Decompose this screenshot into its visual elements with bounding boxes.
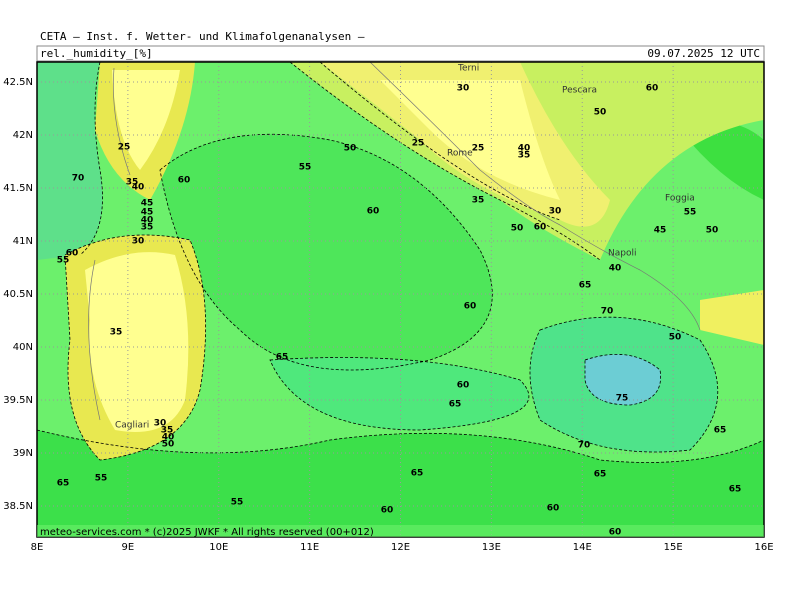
contour-label: 65 xyxy=(714,426,727,436)
contour-label: 60 xyxy=(66,249,79,259)
lat-label: 41.5N xyxy=(3,183,33,194)
lat-label: 39N xyxy=(13,448,33,459)
city-label: Cagliari xyxy=(115,421,149,431)
contour-label: 45 xyxy=(141,199,154,209)
contour-label: 35 xyxy=(161,426,174,436)
contour-label: 60 xyxy=(457,381,470,391)
contour-label: 45 xyxy=(141,208,154,218)
lat-label: 40.5N xyxy=(3,289,33,300)
contour-label: 60 xyxy=(367,207,380,217)
lon-label: 10E xyxy=(209,542,228,553)
header-title: CETA — Inst. f. Wetter- und Klimafolgena… xyxy=(40,30,365,43)
header-bar xyxy=(36,45,765,62)
contour-label: 40 xyxy=(609,264,622,274)
contour-label: 60 xyxy=(534,223,547,233)
contour-label: 50 xyxy=(162,440,175,450)
lon-label: 14E xyxy=(573,542,592,553)
map-field xyxy=(37,62,764,537)
contour-label: 35 xyxy=(126,178,139,188)
contour-label: 30 xyxy=(549,207,562,217)
lon-label: 8E xyxy=(31,542,44,553)
city-label: Terni xyxy=(457,64,479,74)
contour-label: 35 xyxy=(110,328,123,338)
contour-label: 40 xyxy=(518,144,531,154)
contour-label: 55 xyxy=(684,208,697,218)
lon-label: 11E xyxy=(300,542,319,553)
contour-label: 50 xyxy=(344,144,357,154)
contour-label: 65 xyxy=(449,400,462,410)
lat-label: 41N xyxy=(13,236,33,247)
lat-label: 40N xyxy=(13,342,33,353)
contour-label: 45 xyxy=(654,226,667,236)
footer-bar xyxy=(37,525,764,537)
contour-label: 25 xyxy=(472,144,485,154)
datetime-label: 09.07.2025 12 UTC xyxy=(647,47,760,60)
contour-label: 30 xyxy=(132,237,145,247)
contour-label: 60 xyxy=(178,176,191,186)
contour-label: 70 xyxy=(578,441,591,451)
variable-label: rel._humidity_[%] xyxy=(40,47,153,60)
contour-label: 55 xyxy=(299,163,312,173)
contour-label: 70 xyxy=(72,174,85,184)
contour-label: 50 xyxy=(706,226,719,236)
contour-label: 35 xyxy=(518,151,531,161)
contour-label: 55 xyxy=(95,474,108,484)
contour-label: 65 xyxy=(594,470,607,480)
contour-label: 60 xyxy=(464,302,477,312)
contour-label: 50 xyxy=(594,108,607,118)
contour-label: 60 xyxy=(646,84,659,94)
contour-label: 65 xyxy=(579,281,592,291)
city-label: Pescara xyxy=(562,86,597,96)
contour-label: 65 xyxy=(276,353,289,363)
contour-label: 40 xyxy=(162,433,175,443)
contour-label: 35 xyxy=(472,196,485,206)
contour-label: 60 xyxy=(547,504,560,514)
contour-label: 70 xyxy=(601,307,614,317)
lon-label: 13E xyxy=(482,542,501,553)
lat-label: 42N xyxy=(13,130,33,141)
city-label: Napoli xyxy=(608,249,636,259)
contour-label: 35 xyxy=(141,223,154,233)
contour-label: 50 xyxy=(511,224,524,234)
city-label: Foggia xyxy=(665,194,695,204)
lon-label: 9E xyxy=(122,542,135,553)
city-label: Rome xyxy=(447,149,473,159)
footer-text: meteo-services.com * (c)2025 JWKF * All … xyxy=(40,527,374,538)
contour-label: 60 xyxy=(609,528,622,538)
contour-label: 30 xyxy=(457,84,470,94)
lat-label: 38.5N xyxy=(3,501,33,512)
contour-label: 65 xyxy=(729,485,742,495)
lon-label: 15E xyxy=(664,542,683,553)
contour-label: 60 xyxy=(381,506,394,516)
contour-label: 50 xyxy=(669,333,682,343)
lat-label: 42.5N xyxy=(3,77,33,88)
contour-label: 65 xyxy=(57,479,70,489)
lon-label: 16E xyxy=(754,542,773,553)
contour-label: 25 xyxy=(118,143,131,153)
contour-label: 30 xyxy=(154,419,167,429)
contour-label: 75 xyxy=(616,394,629,404)
contour-label: 65 xyxy=(411,469,424,479)
contour-label: 40 xyxy=(132,183,145,193)
lon-label: 12E xyxy=(391,542,410,553)
contour-label: 55 xyxy=(57,256,70,266)
contour-label: 40 xyxy=(141,216,154,226)
contour-label: 25 xyxy=(412,139,425,149)
lat-label: 39.5N xyxy=(3,395,33,406)
contour-label: 55 xyxy=(231,498,244,508)
